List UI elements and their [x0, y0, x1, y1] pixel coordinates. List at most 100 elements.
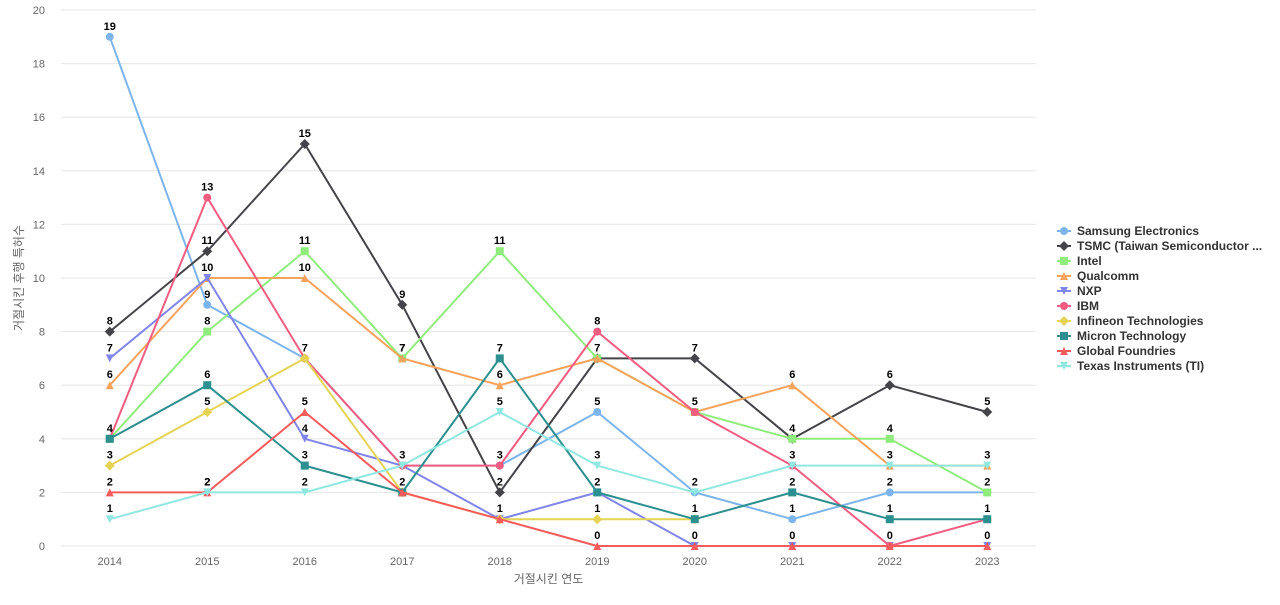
legend-symbol — [1060, 347, 1068, 355]
data-point[interactable] — [105, 381, 114, 390]
data-point[interactable] — [300, 274, 309, 282]
data-point[interactable] — [885, 515, 894, 524]
data-label: 3 — [497, 450, 503, 462]
data-label: 2 — [107, 476, 113, 488]
data-label: 0 — [594, 530, 600, 542]
data-point[interactable] — [788, 542, 797, 550]
data-point[interactable] — [592, 514, 603, 525]
data-label: 7 — [399, 342, 405, 354]
data-point[interactable] — [690, 542, 699, 550]
data-label: 2 — [887, 476, 893, 488]
data-point[interactable] — [885, 461, 894, 470]
data-point[interactable] — [788, 381, 797, 390]
data-point[interactable] — [203, 381, 212, 390]
data-label: 5 — [594, 396, 600, 408]
data-point[interactable] — [690, 515, 699, 524]
legend-label: TSMC (Taiwan Semiconductor ... — [1077, 239, 1262, 253]
data-point[interactable] — [982, 407, 993, 417]
data-point[interactable] — [105, 354, 114, 363]
data-label: 4 — [107, 423, 114, 435]
legend-item[interactable]: Global Foundries — [1057, 344, 1176, 358]
data-point[interactable] — [299, 353, 310, 364]
data-point[interactable] — [105, 434, 114, 443]
data-point[interactable] — [494, 487, 505, 498]
data-label: 3 — [594, 450, 600, 462]
data-point[interactable] — [788, 488, 797, 497]
legend-item[interactable]: Qualcomm — [1057, 269, 1139, 283]
legend-symbol — [1060, 287, 1068, 295]
data-point[interactable] — [983, 488, 992, 497]
data-point[interactable] — [495, 354, 504, 363]
data-point[interactable] — [593, 408, 602, 416]
data-point[interactable] — [885, 488, 894, 497]
data-point[interactable] — [105, 32, 114, 41]
data-point[interactable] — [983, 542, 992, 550]
data-point[interactable] — [300, 461, 309, 470]
data-point[interactable] — [203, 327, 212, 336]
data-label: 3 — [399, 450, 405, 462]
data-point[interactable] — [398, 488, 407, 497]
data-point[interactable] — [495, 461, 504, 470]
data-point[interactable] — [398, 354, 407, 363]
data-point[interactable] — [885, 434, 894, 443]
data-point[interactable] — [690, 488, 699, 497]
data-label: 10 — [299, 262, 311, 274]
data-point[interactable] — [105, 488, 114, 497]
data-point[interactable] — [299, 139, 310, 149]
data-point[interactable] — [398, 461, 407, 470]
legend-label: Infineon Technologies — [1077, 314, 1204, 328]
y-tick-label: 6 — [39, 380, 45, 392]
data-point[interactable] — [884, 380, 895, 391]
y-axis: 0 2 4 6 8 10 12 14 16 18 20 — [33, 5, 45, 553]
data-point[interactable] — [203, 193, 212, 202]
data-point[interactable] — [203, 488, 212, 497]
data-label: 7 — [692, 342, 698, 354]
data-point[interactable] — [300, 408, 309, 416]
data-point[interactable] — [495, 408, 504, 416]
data-point[interactable] — [495, 515, 504, 524]
data-point[interactable] — [788, 461, 797, 470]
data-point[interactable] — [104, 326, 115, 337]
data-point[interactable] — [300, 488, 309, 497]
data-point[interactable] — [788, 515, 797, 524]
data-point[interactable] — [593, 327, 602, 336]
data-point[interactable] — [593, 542, 602, 550]
data-labels: 1987643211311109865221511107543297732117… — [104, 21, 991, 542]
legend-item[interactable]: Micron Technology — [1057, 329, 1186, 343]
data-label: 10 — [201, 262, 213, 274]
legend-item[interactable]: Samsung Electronics — [1057, 224, 1199, 238]
data-point[interactable] — [203, 274, 212, 282]
legend-item[interactable]: TSMC (Taiwan Semiconductor ... — [1057, 239, 1262, 253]
data-point[interactable] — [495, 247, 504, 256]
data-point[interactable] — [300, 434, 309, 443]
data-point[interactable] — [495, 381, 504, 390]
data-point[interactable] — [202, 407, 213, 417]
x-tick-label: 2019 — [585, 556, 609, 568]
legend-item[interactable]: Intel — [1057, 254, 1102, 268]
data-point[interactable] — [983, 515, 992, 524]
series — [104, 139, 993, 498]
data-point[interactable] — [593, 461, 602, 470]
legend-item[interactable]: Infineon Technologies — [1057, 314, 1204, 328]
data-point[interactable] — [593, 354, 602, 363]
data-point[interactable] — [983, 461, 992, 470]
legend-item[interactable]: IBM — [1057, 299, 1099, 313]
data-point[interactable] — [397, 299, 408, 310]
legend-item[interactable]: NXP — [1057, 284, 1102, 298]
data-point[interactable] — [690, 408, 699, 416]
data-point[interactable] — [105, 515, 114, 524]
series — [105, 354, 992, 524]
data-label: 5 — [204, 396, 210, 408]
data-point[interactable] — [885, 542, 894, 550]
data-point[interactable] — [300, 247, 309, 256]
data-point[interactable] — [689, 353, 700, 364]
data-point[interactable] — [104, 460, 115, 471]
data-point[interactable] — [593, 488, 602, 497]
legend-symbol — [1059, 241, 1069, 251]
data-label: 6 — [789, 369, 795, 381]
legend-item[interactable]: Texas Instruments (TI) — [1057, 359, 1204, 373]
data-point[interactable] — [788, 434, 797, 443]
y-tick-label: 8 — [39, 327, 45, 339]
data-point[interactable] — [202, 246, 213, 257]
data-point[interactable] — [203, 300, 212, 309]
